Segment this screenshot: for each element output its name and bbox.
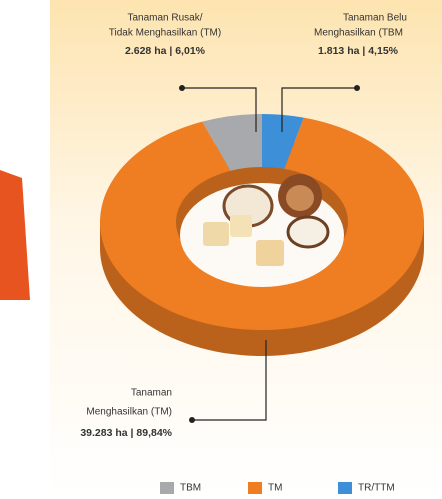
leader-dot — [354, 85, 360, 91]
legend-label: TM — [268, 483, 282, 494]
annotations: Tanaman Rusak/Tidak Menghasilkan (TM) 2.6… — [80, 13, 407, 439]
slice-description: Tidak Menghasilkan (TM) — [109, 28, 221, 39]
leader-dot — [189, 417, 195, 423]
legend-swatch — [160, 482, 174, 494]
value-label: 1.813 ha | 4,15% — [318, 45, 399, 57]
side-decoration — [0, 170, 30, 300]
slice-description: Tanaman — [131, 388, 172, 399]
slice-description: Tanaman Belu — [343, 13, 407, 24]
legend-label: TBM — [180, 483, 201, 494]
legend-swatch — [248, 482, 262, 494]
legend-swatch — [338, 482, 352, 494]
donut-slice — [262, 114, 304, 169]
slice-description: Menghasilkan (TBM — [314, 28, 403, 39]
leader-dot — [179, 85, 185, 91]
slice-description: Tanaman Rusak/ — [127, 13, 202, 24]
value-label: 2.628 ha | 6,01% — [125, 45, 206, 57]
leader-line — [281, 87, 357, 132]
donut-slice — [100, 117, 424, 331]
donut-slice — [202, 114, 262, 171]
leader-line — [182, 87, 257, 132]
value-label: 39.283 ha | 89,84% — [80, 427, 172, 439]
slice-description: Menghasilkan (TM) — [86, 407, 172, 418]
center-illustration — [180, 174, 344, 287]
legend: TBM TM TR/TTM — [160, 482, 395, 494]
legend-label: TR/TTM — [358, 483, 395, 494]
leader-line — [192, 340, 267, 421]
